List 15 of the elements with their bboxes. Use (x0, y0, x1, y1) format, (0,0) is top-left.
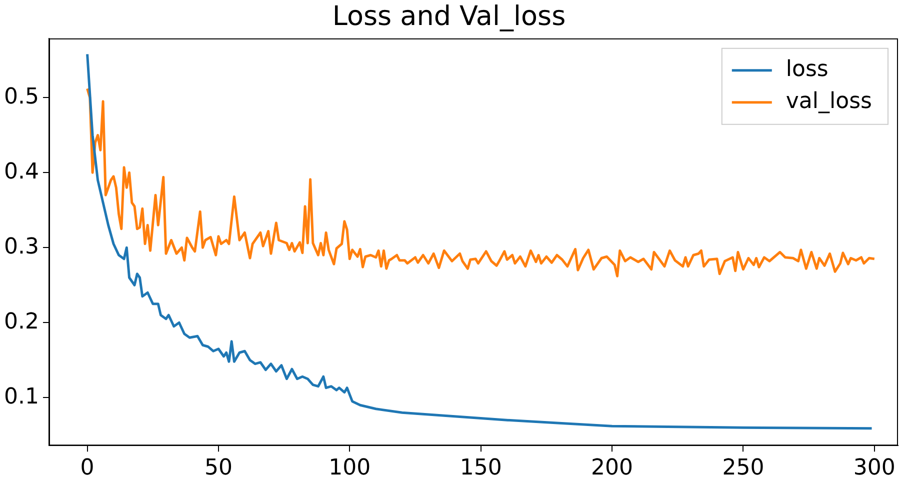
x-tick-label: 50 (204, 456, 232, 481)
legend-label: val_loss (786, 89, 872, 114)
x-tick-label: 300 (853, 456, 896, 481)
x-tick-label: 250 (722, 456, 764, 481)
x-tick-label: 200 (591, 456, 634, 481)
legend-label: loss (786, 57, 828, 82)
chart-title: Loss and Val_loss (332, 1, 566, 32)
y-tick-label: 0.4 (4, 159, 39, 184)
y-tick-label: 0.1 (4, 384, 39, 410)
x-tick-label: 150 (460, 456, 502, 481)
y-tick-label: 0.3 (4, 234, 39, 260)
x-tick-label: 100 (328, 456, 371, 481)
y-tick-label: 0.2 (4, 309, 39, 334)
y-tick-label: 0.5 (4, 84, 39, 110)
x-tick-label: 0 (80, 456, 94, 481)
